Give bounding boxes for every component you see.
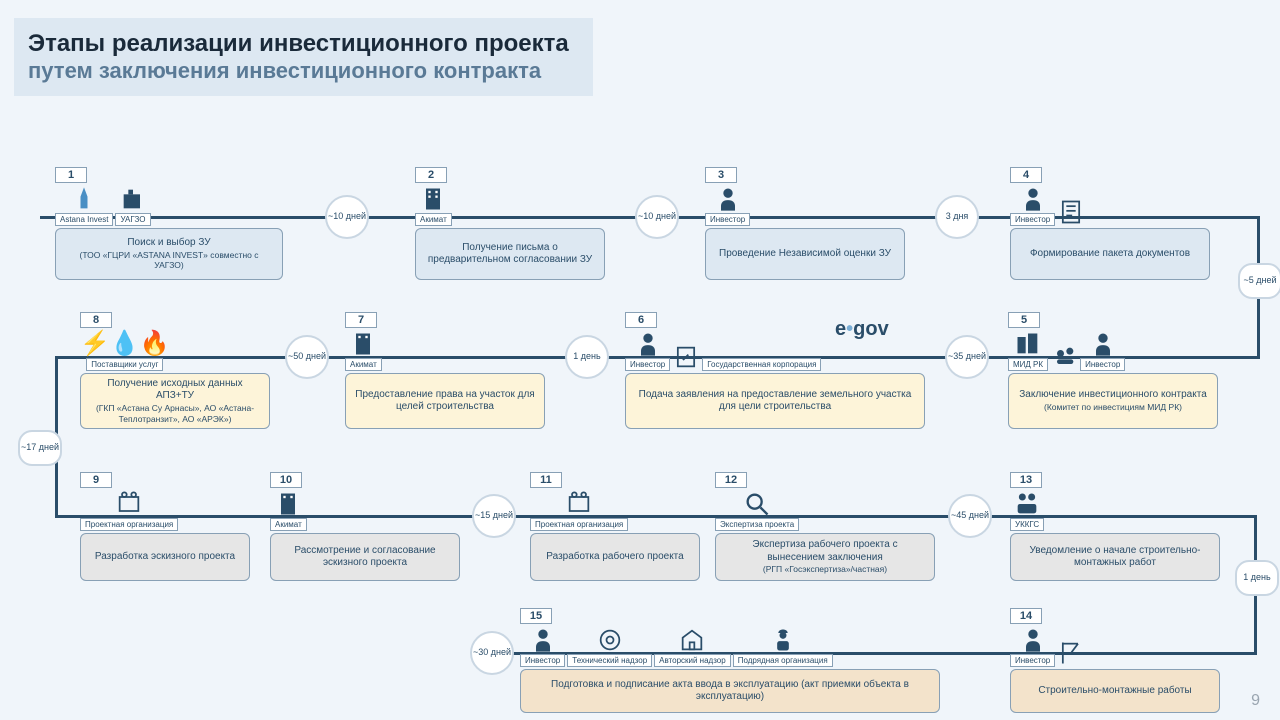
stage-desc: Строительно-монтажные работы — [1038, 685, 1191, 698]
stage-sub: (ТОО «ГЦРИ «ASTANA INVEST» совместно с У… — [64, 250, 274, 271]
stage-desc: Подача заявления на предоставление земел… — [634, 389, 916, 414]
stage-number: 3 — [705, 167, 737, 183]
actor-label: УАГЗО — [115, 213, 150, 226]
stage-5: 5 МИД РК Инвестор Заключение инвестицион… — [1008, 310, 1218, 429]
stage-number: 14 — [1010, 608, 1042, 624]
utilities-icon: ⚡💧🔥 — [80, 330, 170, 358]
duration-bubble: 1 день — [1235, 560, 1279, 596]
actor-label: Astana Invest — [55, 213, 113, 226]
duration-bubble: ~15 дней — [472, 494, 516, 538]
stage-3: 3 Инвестор Проведение Независимой оценки… — [705, 165, 905, 280]
stage-2: 2 Акимат Получение письма о предваритель… — [415, 165, 605, 280]
stage-15: 15 Инвестор Технический надзор Авторский… — [520, 606, 940, 713]
actor-label: Инвестор — [625, 358, 670, 371]
stage-desc: Рассмотрение и согласование эскизного пр… — [279, 545, 451, 570]
stage-4: 4 Инвестор Формирование пакета документо… — [1010, 165, 1210, 280]
stage-14: 14 Инвестор Строительно-монтажные работы — [1010, 606, 1220, 713]
stage-desc: Разработка эскизного проекта — [95, 551, 235, 564]
stage-13: 13 УККГС Уведомление о начале строительн… — [1010, 470, 1220, 581]
stage-number: 5 — [1008, 312, 1040, 328]
duration-bubble: ~50 дней — [285, 335, 329, 379]
stage-desc: Получение исходных данных АПЗ+ТУ — [89, 378, 261, 403]
stage-number: 2 — [415, 167, 447, 183]
stage-11: 11 Проектная организация Разработка рабо… — [530, 470, 700, 581]
stage-12: 12 Экспертиза проекта Экспертиза рабочег… — [715, 470, 935, 581]
stage-number: 13 — [1010, 472, 1042, 488]
stage-sub: (Комитет по инвестициям МИД РК) — [1044, 402, 1182, 413]
stage-number: 7 — [345, 312, 377, 328]
stage-desc: Уведомление о начале строительно-монтажн… — [1019, 545, 1211, 570]
stage-10: 10 Акимат Рассмотрение и согласование эс… — [270, 470, 460, 581]
duration-bubble: 3 дня — [935, 195, 979, 239]
stage-sub: (ГКП «Астана Су Арнасы», АО «Астана-Тепл… — [89, 403, 261, 424]
actor-label: Экспертиза проекта — [715, 518, 799, 531]
page-number: 9 — [1251, 692, 1260, 710]
stage-desc: Экспертиза рабочего проекта с вынесением… — [724, 539, 926, 564]
duration-bubble: ~5 дней — [1238, 263, 1280, 299]
actor-label: Авторский надзор — [654, 654, 731, 667]
duration-bubble: 1 день — [565, 335, 609, 379]
stage-number: 8 — [80, 312, 112, 328]
stage-desc: Проведение Независимой оценки ЗУ — [719, 248, 891, 261]
stage-1: 1 Astana Invest УАГЗО Поиск и выбор ЗУ (… — [55, 165, 283, 280]
actor-label: Инвестор — [705, 213, 750, 226]
title-line-1: Этапы реализации инвестиционного проекта — [28, 30, 569, 58]
actor-label: Подрядная организация — [733, 654, 833, 667]
actor-label: Технический надзор — [567, 654, 652, 667]
duration-bubble: ~35 дней — [945, 335, 989, 379]
actor-label: Инвестор — [1080, 358, 1125, 371]
actor-label: Инвестор — [1010, 654, 1055, 667]
actor-label: Государственная корпорация — [702, 358, 821, 371]
stage-number: 11 — [530, 472, 562, 488]
actor-label: Проектная организация — [530, 518, 628, 531]
stage-9: 9 Проектная организация Разработка эскиз… — [80, 470, 250, 581]
stage-number: 9 — [80, 472, 112, 488]
stage-desc: Формирование пакета документов — [1030, 248, 1190, 261]
actor-label: Проектная организация — [80, 518, 178, 531]
stage-desc: Разработка рабочего проекта — [546, 551, 683, 564]
stage-number: 4 — [1010, 167, 1042, 183]
actor-label: Инвестор — [1010, 213, 1055, 226]
stage-desc: Поиск и выбор ЗУ — [127, 237, 210, 250]
stage-desc: Заключение инвестиционного контракта — [1019, 389, 1207, 402]
duration-bubble: ~45 дней — [948, 494, 992, 538]
actor-label: Акимат — [415, 213, 452, 226]
stage-number: 15 — [520, 608, 552, 624]
stage-desc: Подготовка и подписание акта ввода в экс… — [529, 679, 931, 704]
duration-bubble: ~10 дней — [325, 195, 369, 239]
actor-label: Акимат — [270, 518, 307, 531]
actor-label: Акимат — [345, 358, 382, 371]
stage-6: 6 Инвестор Государственная корпорация По… — [625, 310, 925, 429]
actor-label: Поставщики услуг — [86, 358, 163, 371]
stage-desc: Предоставление права на участок для целе… — [354, 389, 536, 414]
duration-bubble: ~30 дней — [470, 631, 514, 675]
stage-sub: (РГП «Госэкспертиза»/частная) — [763, 564, 887, 575]
duration-bubble: ~10 дней — [635, 195, 679, 239]
actor-label: МИД РК — [1008, 358, 1048, 371]
stage-8: 8 ⚡💧🔥Поставщики услуг Получение исходных… — [80, 310, 270, 429]
duration-bubble: ~17 дней — [18, 430, 62, 466]
stage-number: 10 — [270, 472, 302, 488]
stage-7: 7 Акимат Предоставление права на участок… — [345, 310, 545, 429]
actor-label: Инвестор — [520, 654, 565, 667]
title-line-2: путем заключения инвестиционного контрак… — [28, 58, 569, 84]
stage-number: 6 — [625, 312, 657, 328]
stage-desc: Получение письма о предварительном согла… — [424, 242, 596, 267]
stage-number: 12 — [715, 472, 747, 488]
actor-label: УККГС — [1010, 518, 1044, 531]
title-block: Этапы реализации инвестиционного проекта… — [14, 18, 593, 96]
stage-number: 1 — [55, 167, 87, 183]
